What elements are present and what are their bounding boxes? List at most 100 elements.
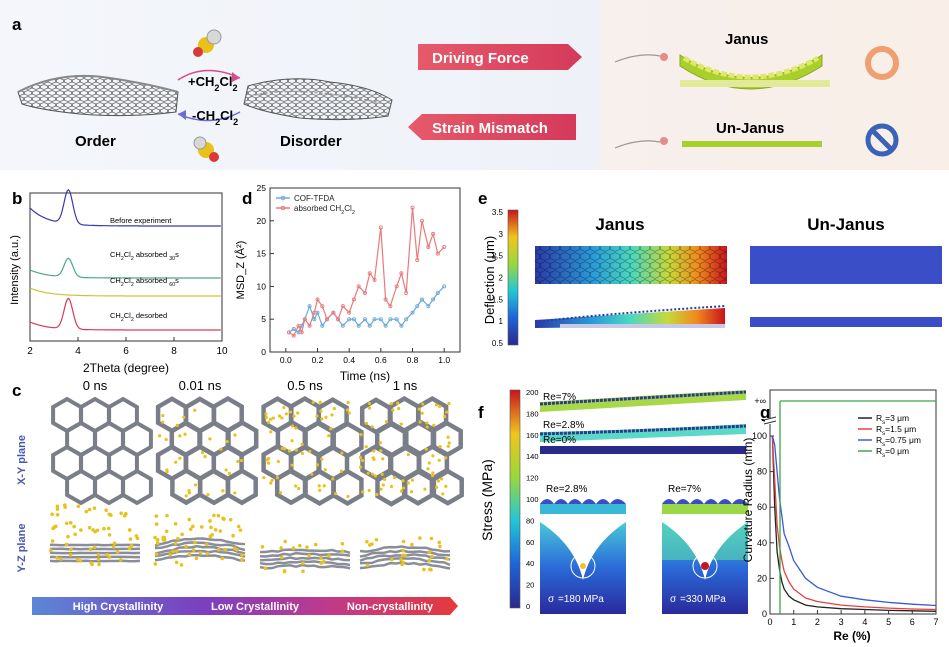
panel-d-label: d — [242, 189, 252, 208]
solvent-dot — [399, 422, 403, 426]
solvent-dot — [199, 525, 204, 529]
hex-ring — [197, 468, 231, 506]
panel-g-axes — [769, 389, 937, 615]
solvent-dot — [50, 539, 55, 543]
solvent-dot — [88, 547, 93, 552]
xy-snapshot-1 — [155, 396, 259, 506]
solvent-dot — [119, 511, 123, 515]
solvent-dot — [320, 457, 324, 461]
solvent-dot — [78, 559, 83, 563]
solvent-dot — [96, 553, 101, 557]
msd-point-0-29 — [431, 297, 436, 302]
solvent-dot — [366, 471, 370, 475]
disorder-label: Disorder — [280, 133, 342, 150]
solvent-dot — [187, 488, 191, 493]
detail-right-label: Re=7% — [668, 484, 701, 495]
msd-point-1-12 — [340, 304, 345, 309]
msd-ytick-label-4: 20 — [257, 216, 267, 226]
solvent-dot — [236, 524, 241, 529]
solvent-dot — [165, 513, 169, 518]
crystallinity-bar: High Crystallinity Low Crystallinity Non… — [32, 597, 458, 615]
axis-break-2 — [763, 420, 777, 425]
yz-layer — [154, 537, 246, 547]
solvent-dot — [292, 414, 296, 418]
solvent-dot — [418, 420, 422, 424]
solvent-dot — [233, 491, 237, 495]
solvent-dot — [374, 537, 379, 542]
solvent-dot — [437, 540, 442, 545]
hex-ring — [93, 468, 125, 506]
solvent-dot — [119, 558, 123, 562]
solvent-dot — [365, 539, 369, 544]
solvent-dot — [409, 490, 414, 494]
solvent-dot — [370, 472, 375, 476]
stress-tick-0: 200 — [526, 388, 539, 397]
solvent-dot — [367, 406, 372, 410]
solvent-dot — [184, 494, 188, 498]
solvent-dot — [161, 413, 165, 418]
solvent-dot — [425, 425, 429, 429]
msd-point-0-21 — [388, 317, 393, 322]
yz-layer — [359, 561, 451, 570]
solvent-dot — [174, 560, 179, 565]
solvent-dot — [340, 549, 345, 553]
solvent-dot — [347, 411, 351, 415]
plus-ch2cl2-label: +CH2Cl2 — [188, 74, 238, 93]
solvent-dot — [301, 561, 305, 566]
solvent-dot — [439, 477, 444, 481]
solvent-dot — [68, 553, 73, 557]
solvent-dot — [447, 441, 451, 445]
solvent-dot — [212, 513, 216, 518]
stress-tick-6: 80 — [526, 516, 534, 525]
solvent-dot — [176, 536, 180, 541]
solvent-dot — [392, 475, 397, 480]
solvent-dot — [154, 552, 159, 557]
xrd-line-0 — [29, 188, 221, 227]
panel-b-ylabel: Intensity (a.u.) — [9, 235, 21, 305]
solvent-dot — [420, 411, 424, 415]
solvent-dot — [275, 476, 280, 480]
solvent-dot — [50, 512, 54, 517]
solvent-dot — [64, 542, 69, 547]
low-crystallinity-label: Low Crystallinity — [211, 601, 300, 613]
prohibited-icon — [865, 123, 899, 157]
msd-xtick-label-3: 0.6 — [375, 355, 387, 365]
solvent-dot — [182, 415, 186, 419]
solvent-dot — [187, 517, 192, 522]
curv-ytick-label-0: 0 — [762, 609, 767, 619]
high-crystallinity-label: High Crystallinity — [73, 601, 164, 613]
msd-point-0-25 — [410, 310, 415, 315]
solvent-dot — [361, 490, 365, 494]
solvent-dot — [180, 532, 184, 537]
solvent-dot — [360, 458, 365, 463]
solvent-dot — [290, 439, 294, 443]
xrd-chart: Before experiment CH2Cl2 absorbed 30s CH2C… — [27, 188, 228, 357]
hex-ring — [121, 468, 153, 506]
solvent-dot — [370, 425, 374, 429]
solvent-dot — [231, 533, 235, 538]
solvent-dot — [346, 494, 350, 499]
solvent-dot — [66, 534, 70, 539]
deflection-tick-0: 3.5 — [492, 208, 504, 217]
hex-ring — [331, 468, 364, 506]
solvent-dot — [107, 555, 112, 559]
msd-point-1-20 — [383, 297, 388, 302]
solvent-dot — [164, 529, 169, 534]
solvent-dot — [367, 488, 371, 493]
re-label-7: Re=7% — [543, 392, 576, 403]
solvent-dot — [191, 548, 196, 552]
solvent-dot — [446, 435, 450, 439]
solvent-dot — [382, 477, 387, 481]
solvent-dot — [300, 451, 305, 456]
solvent-dot — [223, 547, 228, 552]
solvent-dot — [102, 526, 106, 531]
yz-snapshot-1 — [153, 513, 246, 567]
msd-point-1-31 — [442, 245, 447, 250]
solvent-dot — [372, 457, 376, 462]
msd-point-1-25 — [410, 205, 415, 210]
solvent-dot — [279, 555, 284, 560]
yz-layer — [259, 560, 351, 567]
solvent-dot — [198, 551, 203, 555]
stress-tick-10: 0 — [526, 602, 530, 611]
solvent-dot — [423, 487, 427, 491]
